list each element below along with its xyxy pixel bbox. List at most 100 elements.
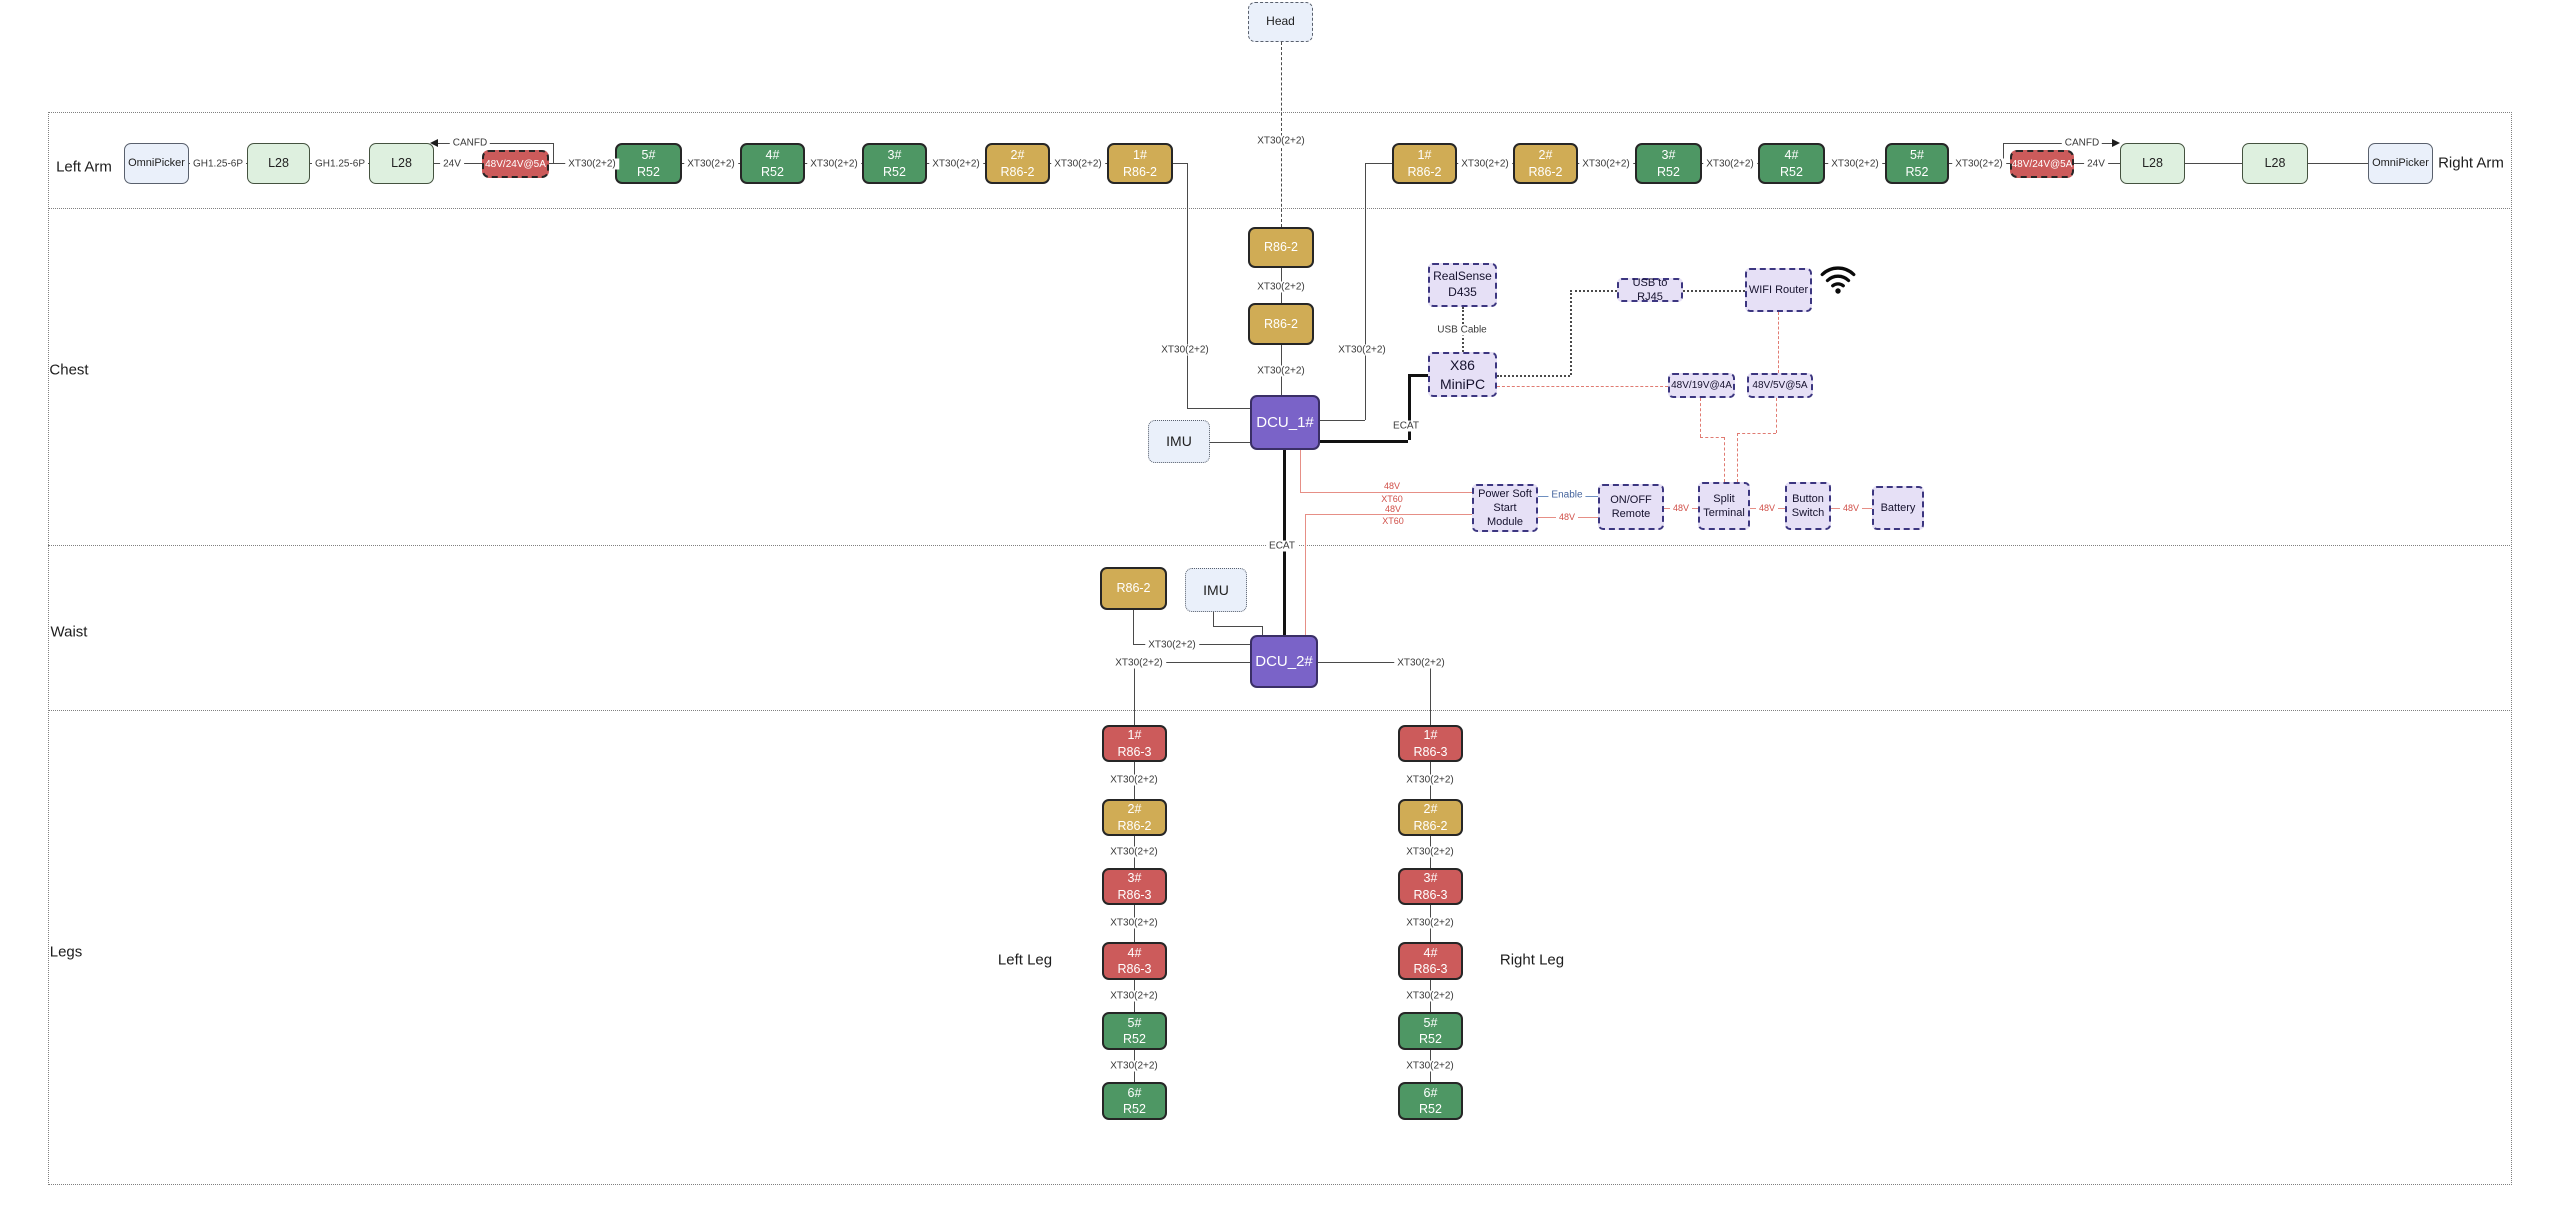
wire-5v-split-c xyxy=(1737,433,1738,482)
node-right-arm-motor-5: 5# R52 xyxy=(1885,143,1949,184)
wire-x86-rj45-c xyxy=(1570,290,1617,292)
node-omnipicker-left: OmniPicker xyxy=(124,143,189,184)
wire-waist-imu-a xyxy=(1213,612,1214,626)
wire-dcu2-leftleg-a xyxy=(1134,662,1250,663)
connector-label-xt30: XT30(2+2) xyxy=(1107,846,1161,858)
connector-label-xt30: XT30(2+2) xyxy=(1254,281,1308,293)
wire-waist-r86-a xyxy=(1133,610,1134,644)
wire-x86-19v xyxy=(1497,386,1668,387)
connector-label-ecat: ECAT xyxy=(1266,540,1298,552)
connector-label-gh: GH1.25-6P xyxy=(189,158,247,170)
wire-dcu1-power-b xyxy=(1300,492,1472,493)
node-chest-r86-upper: R86-2 xyxy=(1248,227,1314,268)
wire-dcu2-rightleg-a xyxy=(1318,662,1430,663)
wire-19v-split-b xyxy=(1700,437,1724,438)
node-right-arm-motor-2: 2# R86-2 xyxy=(1513,143,1578,184)
wire-canfd-right-elbow xyxy=(2003,143,2004,163)
connector-label-xt30: XT30(2+2) xyxy=(1107,774,1161,786)
node-right-leg-motor-3: 3# R86-3 xyxy=(1398,868,1463,905)
node-waist-r86: R86-2 xyxy=(1100,567,1167,610)
node-left-leg-motor-2: 2# R86-2 xyxy=(1102,799,1167,836)
node-left-leg-motor-3: 3# R86-3 xyxy=(1102,868,1167,905)
wire-x86-rj45-b xyxy=(1570,290,1572,375)
section-label-left-arm: Left Arm xyxy=(56,158,112,176)
wire-dcu2-power-b xyxy=(1305,514,1472,515)
node-wifi-router: WIFI Router xyxy=(1745,268,1812,312)
node-button-switch: Button Switch xyxy=(1785,482,1831,530)
node-right-arm-motor-1: 1# R86-2 xyxy=(1392,143,1457,184)
connector-label-enable: Enable xyxy=(1548,489,1586,501)
node-right-leg-motor-5: 5# R52 xyxy=(1398,1012,1463,1050)
wire-leftarm-riser-a xyxy=(1173,163,1187,164)
wire-rightarm-riser-a xyxy=(1365,163,1392,164)
connector-label-xt30: XT30(2+2) xyxy=(1403,1060,1457,1072)
node-left-arm-motor-4: 4# R52 xyxy=(740,143,805,184)
connector-label-xt30: XT30(2+2) xyxy=(1145,639,1199,651)
section-label-legs: Legs xyxy=(49,943,83,961)
connector-label-xt30: XT30(2+2) xyxy=(1107,1060,1161,1072)
wire-imu-dcu1 xyxy=(1210,442,1250,443)
diagram-outer-border xyxy=(48,112,2512,1185)
node-l28-left-1: L28 xyxy=(247,143,310,184)
connector-label-xt30: XT30(2+2) xyxy=(1403,990,1457,1002)
connector-label-xt30: XT30(2+2) xyxy=(807,158,861,170)
wire-19v-split-a xyxy=(1700,398,1701,437)
node-imu-waist: IMU xyxy=(1185,568,1247,612)
node-l28-right-2: L28 xyxy=(2242,143,2308,184)
connector-label-xt30: XT30(2+2) xyxy=(1952,158,2006,170)
connector-label-48v: 48V xyxy=(1755,503,1779,513)
connector-label-xt30: XT30(2+2) xyxy=(1703,158,1757,170)
connector-label-24v: 24V xyxy=(2084,158,2108,170)
wire-canfd-right xyxy=(2003,143,2116,144)
connector-label-48v: 48V xyxy=(1383,481,1401,491)
wire-ecat-dcu1-x86-b xyxy=(1408,374,1411,440)
wire-19v-split-c xyxy=(1724,437,1725,482)
wire-rightarm-riser-b xyxy=(1365,163,1366,420)
node-power-soft-start: Power Soft Start Module xyxy=(1472,484,1538,532)
canfd-left-arrowhead-icon xyxy=(430,139,438,147)
node-left-leg-motor-6: 6# R52 xyxy=(1102,1082,1167,1120)
connector-label-xt30: XT30(2+2) xyxy=(1403,774,1457,786)
connector-label-xt30: XT30(2+2) xyxy=(1458,158,1512,170)
node-right-leg-motor-2: 2# R86-2 xyxy=(1398,799,1463,836)
node-left-arm-motor-3: 3# R52 xyxy=(862,143,927,184)
connector-label-canfd: CANFD xyxy=(449,137,491,149)
section-label-waist: Waist xyxy=(50,623,88,641)
wire-dcu2-power-a xyxy=(1305,514,1306,635)
section-label-right-arm: Right Arm xyxy=(2438,154,2504,172)
wire-x86-rj45-a xyxy=(1497,375,1570,377)
node-right-leg-motor-4: 4# R86-3 xyxy=(1398,942,1463,980)
connector-label-xt30: XT30(2+2) xyxy=(1403,846,1457,858)
connector-label-xt30: XT30(2+2) xyxy=(565,158,619,170)
node-battery: Battery xyxy=(1872,486,1924,530)
connector-label-24v: 24V xyxy=(440,158,464,170)
node-head: Head xyxy=(1248,2,1313,42)
connector-label-xt60: XT60 xyxy=(1382,516,1404,526)
connector-label-xt30: XT30(2+2) xyxy=(1112,657,1166,669)
node-dcdc-24v-right: 48V/24V@5A xyxy=(2010,150,2074,178)
label-left-leg: Left Leg xyxy=(997,951,1053,969)
wire-head-to-chest xyxy=(1281,42,1282,227)
node-right-leg-motor-1: 1# R86-3 xyxy=(1398,725,1463,762)
canfd-right-arrowhead-icon xyxy=(2112,139,2120,147)
connector-label-48v: 48V xyxy=(1384,504,1402,514)
node-left-arm-motor-1: 1# R86-2 xyxy=(1107,143,1173,184)
connector-label-canfd: CANFD xyxy=(2061,137,2103,149)
node-left-leg-motor-1: 1# R86-3 xyxy=(1102,725,1167,762)
node-right-arm-motor-3: 3# R52 xyxy=(1635,143,1702,184)
wire-5v-split-a xyxy=(1776,398,1777,433)
connector-label-gh: GH1.25-6P xyxy=(311,158,369,170)
node-l28-right-1: L28 xyxy=(2120,143,2185,184)
node-x86-minipc: X86 MiniPC xyxy=(1428,352,1497,397)
section-label-chest: Chest xyxy=(49,361,89,379)
connector-label-xt30: XT30(2+2) xyxy=(1158,344,1212,356)
connector-label-xt30: XT30(2+2) xyxy=(1828,158,1882,170)
wire-dcu2-leftleg-b xyxy=(1134,662,1135,725)
connector-label-ecat: ECAT xyxy=(1390,420,1422,432)
node-imu-chest: IMU xyxy=(1148,420,1210,463)
wire-waist-imu-c xyxy=(1262,626,1263,635)
node-omnipicker-right: OmniPicker xyxy=(2368,143,2433,184)
connector-label-xt30: XT30(2+2) xyxy=(1394,657,1448,669)
node-right-leg-motor-6: 6# R52 xyxy=(1398,1082,1463,1120)
